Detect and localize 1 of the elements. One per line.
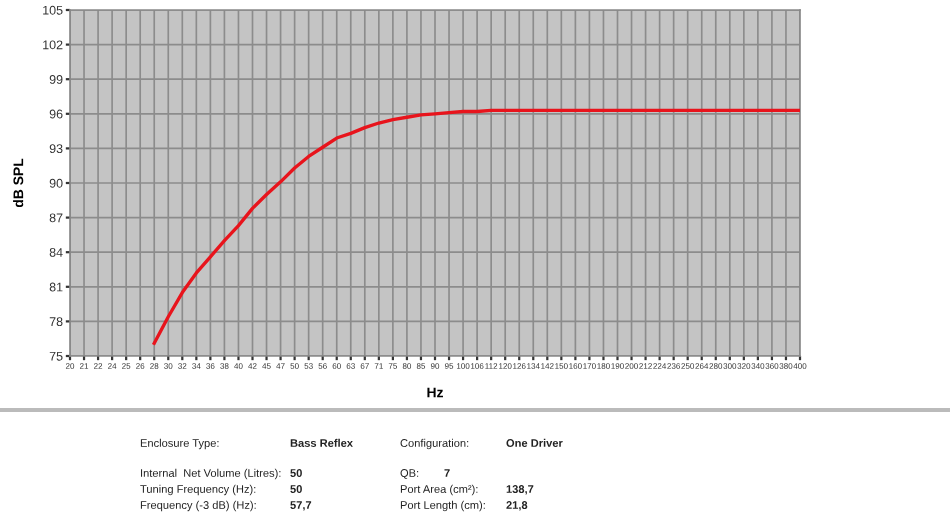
line-series <box>152 108 800 345</box>
